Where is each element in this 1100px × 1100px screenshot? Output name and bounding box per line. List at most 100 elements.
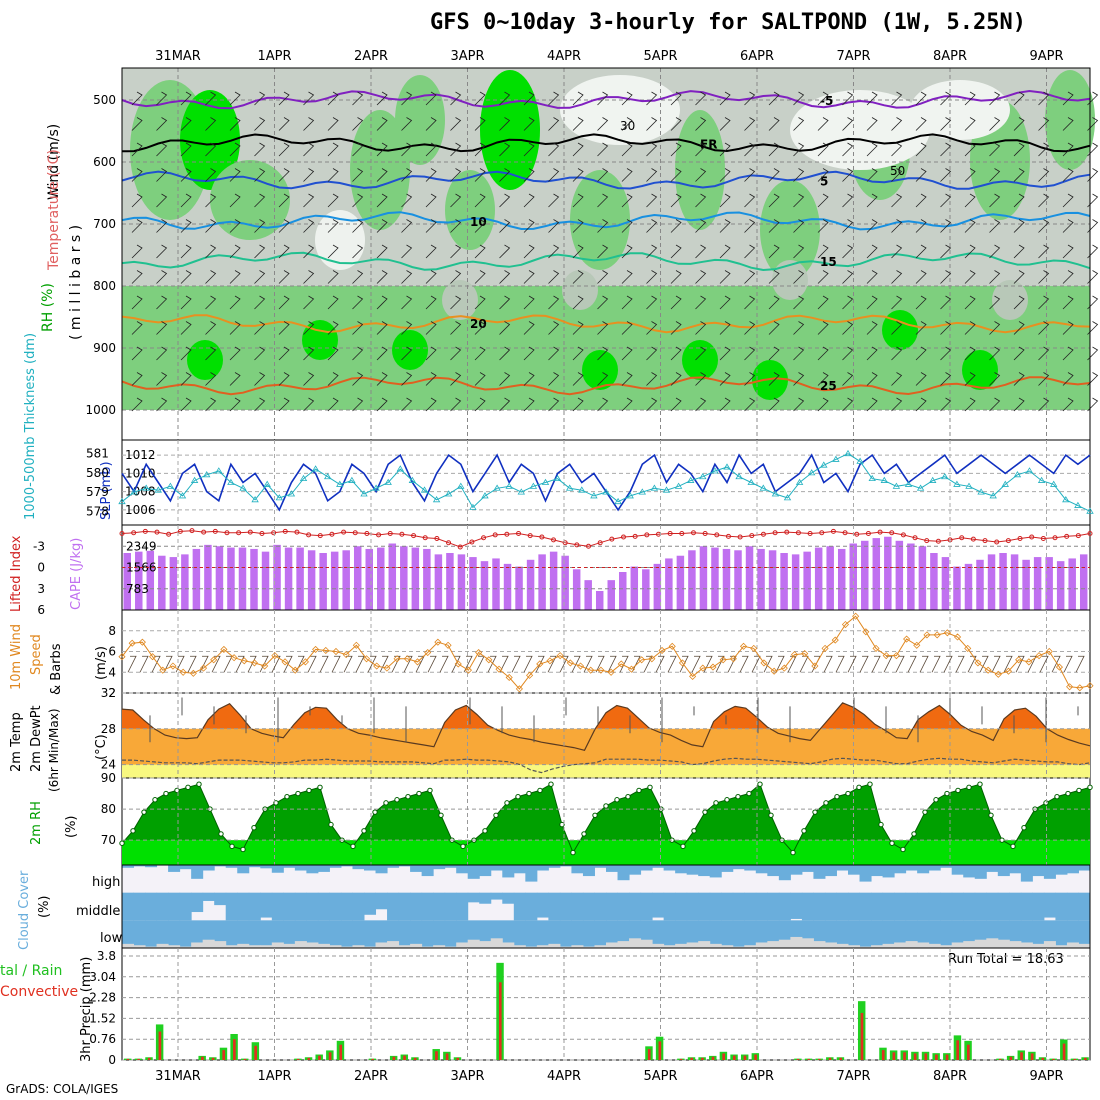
wind-barb xyxy=(670,117,682,131)
wind-barb xyxy=(229,193,241,208)
wind-barb xyxy=(278,219,290,233)
precip-conv-bar xyxy=(445,1053,449,1060)
wind10-point xyxy=(403,655,411,663)
li-tick-label: 3 xyxy=(37,582,45,596)
cloud-low-bar xyxy=(1078,943,1091,948)
wind-barb xyxy=(695,142,707,157)
wind10-point xyxy=(220,645,228,653)
wind-barb xyxy=(474,117,486,131)
wind-barb xyxy=(205,346,217,361)
wind-barb xyxy=(278,372,290,386)
upper-wind-label: Wind (m/s) xyxy=(46,124,62,200)
wind-barb xyxy=(572,270,584,284)
cloud-high-bar xyxy=(836,865,849,871)
temperature-contour xyxy=(121,314,1091,334)
li-point xyxy=(131,530,137,536)
cape-bar xyxy=(884,536,892,610)
cloud-low-bar xyxy=(698,941,711,948)
wind-barb xyxy=(1087,321,1099,335)
rh2m-point xyxy=(130,828,136,834)
wind10-point xyxy=(607,668,615,676)
dewpoint-fill xyxy=(122,764,1090,778)
wind10-point xyxy=(801,650,809,658)
thickness-point xyxy=(154,486,163,493)
rh2m-point xyxy=(383,800,389,806)
thickness-point xyxy=(348,476,356,483)
rh2m-point xyxy=(141,809,147,815)
li-point xyxy=(247,529,253,535)
precip-conv-bar xyxy=(881,1050,885,1060)
wind-barb xyxy=(866,193,878,208)
thickness-point xyxy=(517,488,526,495)
cloud-mid-bar xyxy=(698,892,711,921)
wind-barb xyxy=(670,168,682,182)
wind-barb xyxy=(1038,295,1050,310)
wind10-point xyxy=(199,664,208,672)
cape-bar xyxy=(353,546,362,610)
wind10-label-a: 10m Wind xyxy=(9,624,24,690)
li-point xyxy=(819,530,825,536)
wind10-point xyxy=(964,644,972,652)
wind10-point xyxy=(332,647,340,656)
wind-barb xyxy=(1087,346,1099,361)
wind-barb xyxy=(646,168,658,182)
wind-barb xyxy=(131,321,143,335)
thickness-point xyxy=(263,480,271,487)
wind-barb xyxy=(425,168,437,182)
cape-bar xyxy=(273,544,281,610)
wind-barb xyxy=(425,91,437,106)
thickness-point xyxy=(795,478,804,485)
t2m-tick-label: 28 xyxy=(101,722,116,736)
wind-barb xyxy=(352,193,364,208)
wind-barb xyxy=(523,295,535,310)
rh-cell xyxy=(180,90,240,190)
wind-barb xyxy=(131,193,143,208)
wind10-barb xyxy=(883,655,893,673)
thickness-point xyxy=(166,482,175,489)
cape-bar xyxy=(595,591,604,610)
wind-barb xyxy=(817,168,829,182)
t2m-tick-label: 32 xyxy=(101,686,116,700)
wind-barb xyxy=(989,295,1001,310)
wind-barb xyxy=(670,193,682,208)
wind10-point xyxy=(424,648,432,657)
cloud-high-bar xyxy=(225,865,238,868)
wind10-point xyxy=(852,612,860,620)
thickness-point xyxy=(251,496,259,503)
wind10-point xyxy=(1066,683,1074,691)
wind-barb xyxy=(891,219,903,233)
rh2m-tick-label: 90 xyxy=(101,771,116,785)
cape-bar xyxy=(204,544,212,610)
thickness-point xyxy=(928,476,937,483)
wind-barb xyxy=(1038,168,1050,182)
precip-conv-bar xyxy=(392,1056,396,1060)
wind-barb xyxy=(303,372,315,386)
rh2m-area-light xyxy=(122,840,1090,865)
cape-bar xyxy=(538,554,546,610)
wind-barb xyxy=(646,219,658,233)
precip-conv-bar xyxy=(318,1055,321,1060)
wind-barb xyxy=(915,372,927,386)
wind-barb xyxy=(842,142,854,157)
thickness-point xyxy=(1062,496,1070,503)
cloud-mid-bar xyxy=(928,892,941,921)
thickness-tick-label: 578 xyxy=(86,504,109,518)
li-point xyxy=(212,528,218,534)
cloud-mid-bar xyxy=(122,892,135,921)
date-label-bottom: 2APR xyxy=(354,1069,388,1084)
cloud-high-bar xyxy=(963,865,976,878)
wind-barb xyxy=(719,142,731,157)
wind-barb xyxy=(1087,270,1099,284)
wind10-point xyxy=(627,665,636,673)
wind-barb xyxy=(425,321,437,335)
cape-bar xyxy=(976,559,984,610)
rh2m-point xyxy=(603,803,609,809)
rh-cell xyxy=(772,260,808,300)
rh-cell xyxy=(187,340,223,380)
wind-barb xyxy=(548,372,560,386)
rh-cell xyxy=(392,330,428,370)
wind-barb xyxy=(499,321,511,335)
wind-barb xyxy=(450,295,462,310)
wind-barb xyxy=(964,219,976,233)
thickness-point xyxy=(384,478,392,485)
